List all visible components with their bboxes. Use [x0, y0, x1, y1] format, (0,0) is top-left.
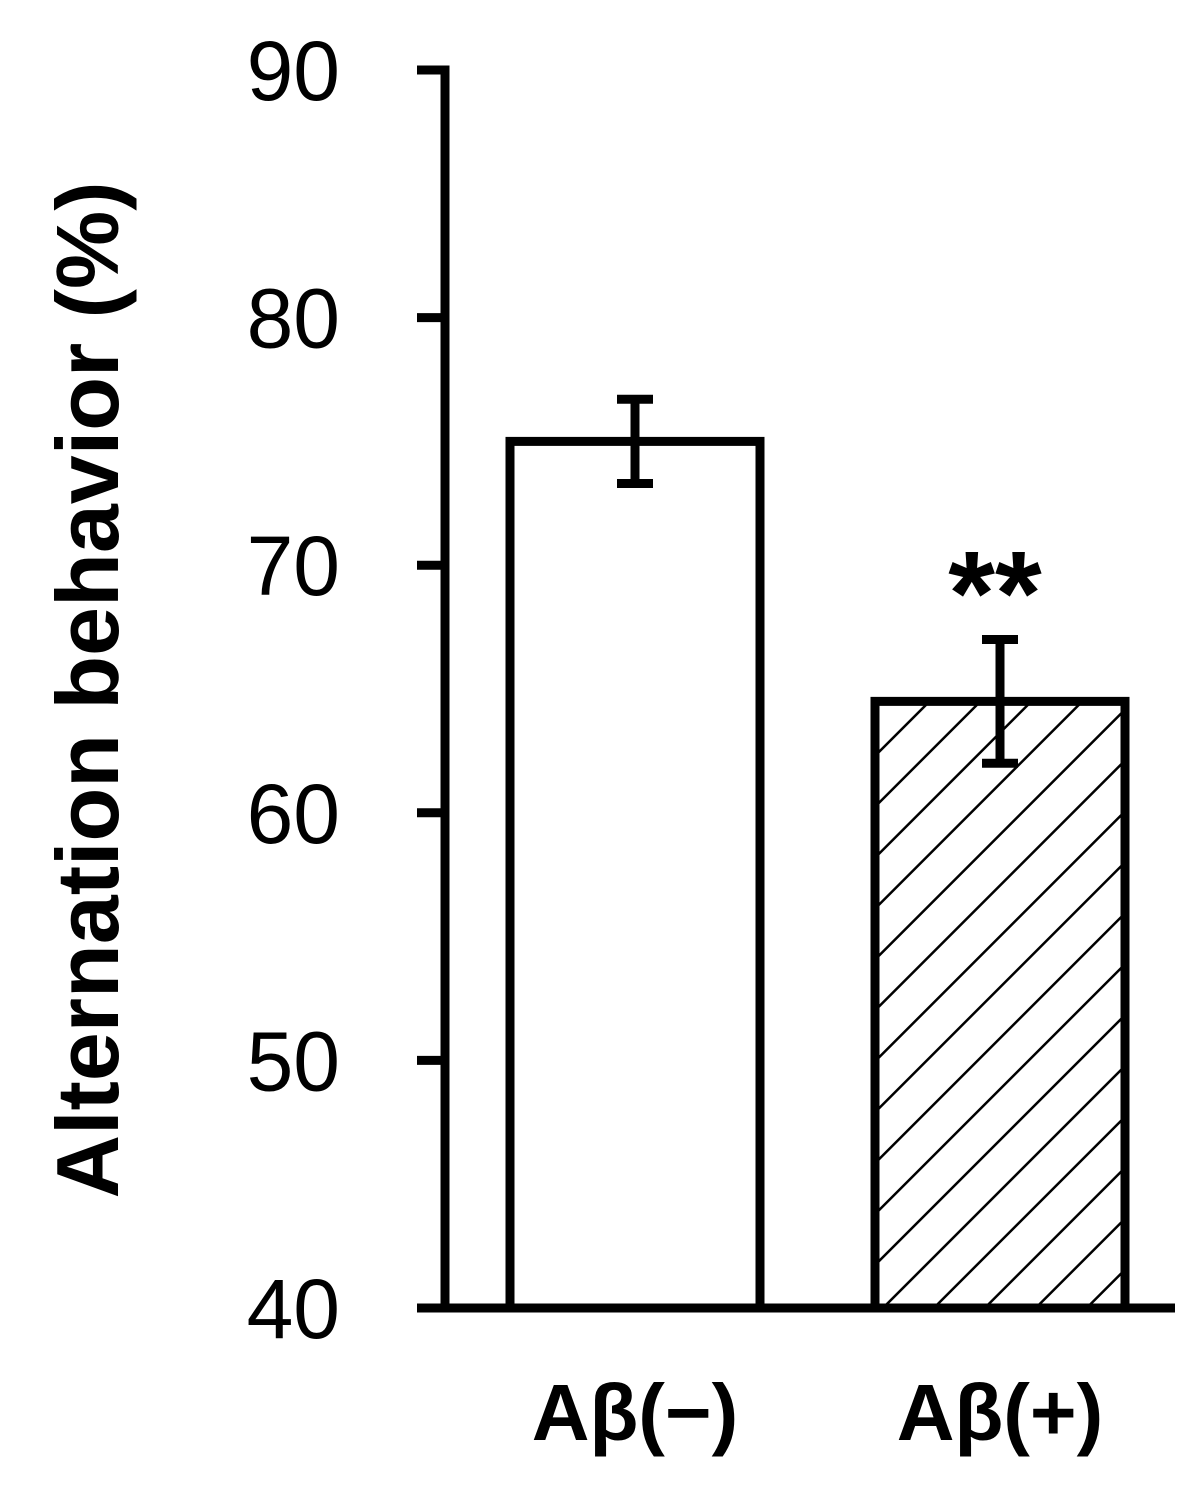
- error-bar-1: [617, 394, 653, 488]
- y-tick-label: 40: [247, 1262, 340, 1356]
- significance-annotation: **: [948, 526, 1042, 660]
- bars: [505, 436, 1130, 1313]
- x-category-label: Aβ(−): [532, 1368, 739, 1457]
- error-bars: [617, 394, 1018, 768]
- y-tick-label: 90: [247, 24, 340, 118]
- x-category-labels: Aβ(−) Aβ(+): [532, 1368, 1104, 1457]
- error-bar-2: [982, 634, 1018, 768]
- y-tick-label: 70: [247, 519, 340, 613]
- annotations: **: [948, 526, 1042, 660]
- y-tick-label: 50: [247, 1014, 340, 1108]
- y-ticks: 40 50 60 70 80 90: [247, 24, 445, 1356]
- y-axis-title: Alternation behavior (%): [38, 182, 137, 1199]
- bar-1: [505, 436, 765, 1313]
- bar-2: [870, 696, 1130, 1313]
- y-tick-label: 80: [247, 272, 340, 366]
- x-category-label: Aβ(+): [897, 1368, 1104, 1457]
- y-tick-label: 60: [247, 767, 340, 861]
